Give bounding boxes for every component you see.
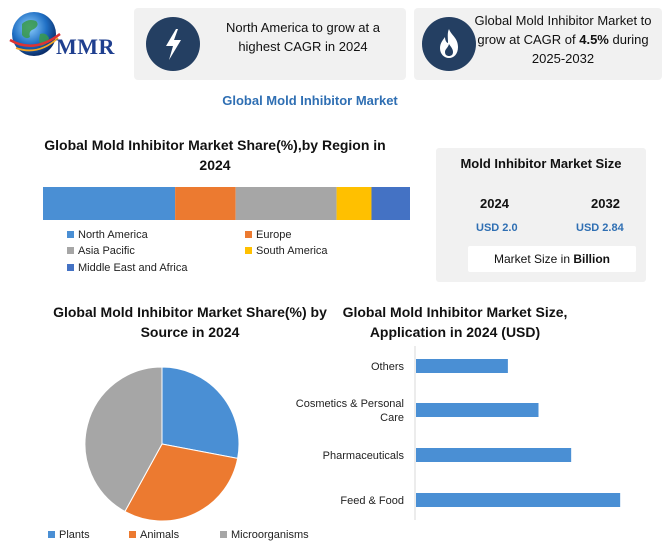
market-size-title: Mold Inhibitor Market Size <box>460 156 622 171</box>
pie-slice-plants <box>161 366 240 460</box>
source-legend-microorganisms-swatch <box>220 531 227 538</box>
page-title: Global Mold Inhibitor Market <box>222 93 398 108</box>
source-legend-animals-swatch <box>129 531 136 538</box>
unit-value: Billion <box>573 252 611 266</box>
application-bar-chart: Others Cosmetics & Personal Care Pharmaceut… <box>296 346 621 520</box>
application-label-cosmetics-and-personal-care: Cosmetics & Personal Care <box>296 398 404 424</box>
flame-icon <box>440 29 458 58</box>
region-segment-asia-pacific <box>235 187 337 220</box>
source-legend-plants-label: Plants <box>59 529 90 541</box>
source-legend-plants: Plants <box>48 529 90 541</box>
region-legend-asia-pacific: Asia Pacific <box>67 245 135 257</box>
source-legend-animals: Animals <box>129 529 179 541</box>
region-stacked-bar <box>43 187 410 220</box>
region-legend-middle-east-and-africa-swatch <box>67 264 74 271</box>
unit-prefix: Market Size in <box>493 252 574 266</box>
source-pie-chart <box>84 366 240 522</box>
region-chart-title: Global Mold Inhibitor Market Share(%),by… <box>44 137 386 173</box>
region-legend-middle-east-and-africa: Middle East and Africa <box>67 262 187 274</box>
card1-text: North America to grow at a highest CAGR … <box>226 20 380 54</box>
value-2024: USD 2.0 <box>476 222 518 234</box>
region-legend-south-america-label: South America <box>256 245 328 257</box>
card2-text-after: during 2025-2032 <box>531 32 649 66</box>
lightning-badge <box>146 17 200 71</box>
card2-cagr-value: 4.5% <box>579 32 609 47</box>
info-card-cagr-region: North America to grow at a highest CAGR … <box>134 8 406 80</box>
flame-badge <box>422 17 476 71</box>
application-chart-title: Global Mold Inhibitor Market Size, Appli… <box>342 304 568 340</box>
region-legend-asia-pacific-swatch <box>67 247 74 254</box>
application-label-pharmaceuticals: Pharmaceuticals <box>323 450 405 462</box>
region-legend-asia-pacific-label: Asia Pacific <box>78 245 135 257</box>
region-legend-middle-east-and-africa-label: Middle East and Africa <box>78 262 188 274</box>
info-card-cagr-global: Global Mold Inhibitor Market to grow at … <box>414 8 662 80</box>
year-2024: 2024 <box>480 196 509 211</box>
card2-text-before: Global Mold Inhibitor Market to grow at … <box>474 13 652 47</box>
source-legend-microorganisms-label: Microorganisms <box>231 529 309 541</box>
globe-icon <box>9 12 61 56</box>
pie-slice-microorganisms <box>84 366 163 513</box>
logo: MMR <box>6 4 116 66</box>
source-legend-plants-swatch <box>48 531 55 538</box>
lightning-icon <box>166 29 181 60</box>
region-legend-north-america-swatch <box>67 231 74 238</box>
year-2032: 2032 <box>591 196 620 211</box>
region-segment-north-america <box>43 187 176 220</box>
market-size-panel: Mold Inhibitor Market Size 2024 2032 USD… <box>436 148 646 282</box>
region-legend-north-america-label: North America <box>78 229 148 241</box>
application-bar-feed-and-food <box>416 493 621 507</box>
region-legend-south-america: South America <box>245 245 328 257</box>
application-bar-cosmetics-and-personal-care <box>416 403 539 417</box>
market-size-unit: Market Size in Billion <box>468 246 636 272</box>
region-legend-south-america-swatch <box>245 247 252 254</box>
logo-text: MMR <box>56 34 115 59</box>
application-label-others: Others <box>371 361 405 373</box>
region-legend-europe-label: Europe <box>256 229 292 241</box>
application-bar-pharmaceuticals <box>416 448 572 462</box>
region-segment-middle-east-and-africa <box>371 187 410 220</box>
application-label-feed-and-food: Feed & Food <box>340 495 404 507</box>
application-bar-others <box>416 359 508 373</box>
region-segment-europe <box>175 187 236 220</box>
card2-text: Global Mold Inhibitor Market to grow at … <box>468 11 658 68</box>
region-legend-europe: Europe <box>245 229 291 241</box>
source-chart-title: Global Mold Inhibitor Market Share(%) by… <box>53 304 327 340</box>
value-2032: USD 2.84 <box>576 222 624 234</box>
pie-slice-animals <box>124 443 239 522</box>
source-legend-animals-label: Animals <box>140 529 180 541</box>
region-legend-north-america: North America <box>67 229 148 241</box>
source-legend-microorganisms: Microorganisms <box>220 529 309 541</box>
region-segment-south-america <box>336 187 372 220</box>
region-legend-europe-swatch <box>245 231 252 238</box>
